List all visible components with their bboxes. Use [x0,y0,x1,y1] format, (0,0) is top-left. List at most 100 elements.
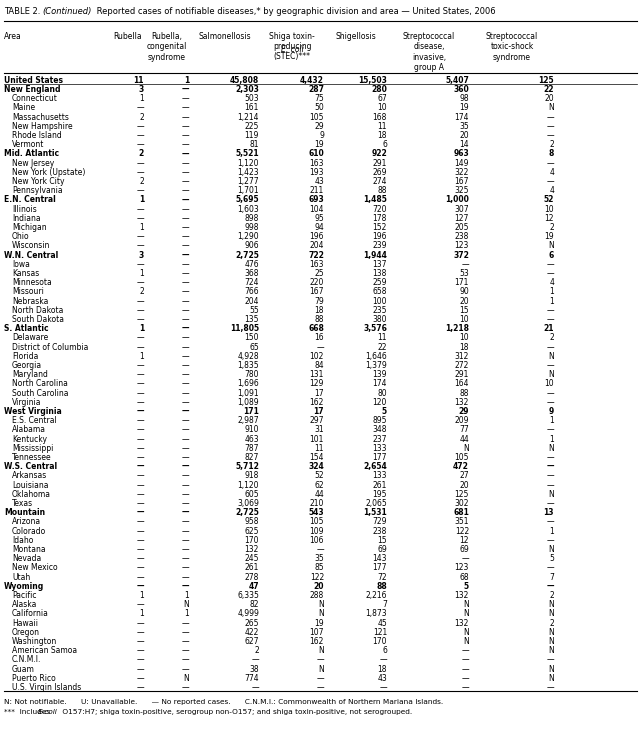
Text: —: — [137,241,144,250]
Text: —: — [317,545,324,554]
Text: United States: United States [4,76,63,85]
Text: 610: 610 [308,149,324,158]
Text: 261: 261 [372,481,387,489]
Text: 1: 1 [138,325,144,333]
Text: —: — [546,564,554,573]
Text: 10: 10 [460,333,469,342]
Text: 2,725: 2,725 [235,509,259,517]
Text: 204: 204 [244,297,259,305]
Text: Rhode Island: Rhode Island [12,131,62,140]
Text: 963: 963 [453,149,469,158]
Text: 19: 19 [314,141,324,149]
Text: 312: 312 [454,352,469,361]
Text: Georgia: Georgia [12,361,42,370]
Text: Utah: Utah [12,573,30,581]
Text: 280: 280 [371,85,387,94]
Text: 123: 123 [454,241,469,250]
Text: 15,503: 15,503 [358,76,387,85]
Text: 998: 998 [244,223,259,232]
Text: —: — [546,398,554,407]
Text: 11: 11 [133,76,144,85]
Text: N: N [548,609,554,618]
Text: —: — [137,674,144,683]
Text: —: — [181,141,189,149]
Text: 1,379: 1,379 [365,361,387,370]
Text: Guam: Guam [12,665,35,673]
Text: —: — [181,131,189,140]
Text: —: — [181,177,189,186]
Text: 105: 105 [310,517,324,526]
Text: 658: 658 [372,288,387,297]
Text: 122: 122 [454,527,469,536]
Text: 605: 605 [244,490,259,499]
Text: —: — [137,601,144,609]
Text: 2,654: 2,654 [363,462,387,471]
Text: 21: 21 [544,325,554,333]
Text: 2,303: 2,303 [235,85,259,94]
Text: 52: 52 [314,472,324,481]
Text: 307: 307 [454,205,469,213]
Text: C.N.M.I.: C.N.M.I. [12,656,42,665]
Text: —: — [181,517,189,526]
Text: —: — [546,122,554,131]
Text: 205: 205 [454,223,469,232]
Text: —: — [181,251,189,260]
Text: New York (Upstate): New York (Upstate) [12,168,85,177]
Text: 29: 29 [458,407,469,416]
Text: —: — [181,315,189,324]
Text: —: — [181,168,189,177]
Text: 43: 43 [314,177,324,186]
Text: Illinois: Illinois [12,205,37,213]
Text: N: N [463,628,469,637]
Text: Arizona: Arizona [12,517,41,526]
Text: —: — [181,333,189,342]
Text: —: — [462,260,469,269]
Text: N: N [183,601,189,609]
Text: 543: 543 [308,509,324,517]
Text: 171: 171 [454,278,469,287]
Text: 238: 238 [454,233,469,241]
Text: —: — [181,619,189,628]
Text: N: N [548,370,554,379]
Text: 98: 98 [460,94,469,103]
Text: 11: 11 [378,122,387,131]
Text: 1,214: 1,214 [238,113,259,121]
Text: 1: 1 [184,591,189,600]
Text: —: — [181,490,189,499]
Text: 729: 729 [372,517,387,526]
Text: 287: 287 [308,85,324,94]
Text: 88: 88 [315,315,324,324]
Text: 170: 170 [244,536,259,545]
Text: —: — [181,325,189,333]
Text: —: — [181,380,189,389]
Text: 125: 125 [454,490,469,499]
Text: 958: 958 [244,517,259,526]
Text: 137: 137 [372,260,387,269]
Text: 138: 138 [372,269,387,278]
Text: 90: 90 [459,288,469,297]
Text: New Hampshire: New Hampshire [12,122,72,131]
Text: 11: 11 [378,333,387,342]
Text: —: — [137,159,144,168]
Text: 106: 106 [310,536,324,545]
Text: —: — [546,683,554,692]
Text: —: — [181,370,189,379]
Text: 2: 2 [549,141,554,149]
Text: 2: 2 [549,223,554,232]
Text: 196: 196 [372,233,387,241]
Text: 80: 80 [378,389,387,397]
Text: 1,277: 1,277 [237,177,259,186]
Text: —: — [137,453,144,462]
Text: 31: 31 [314,425,324,434]
Text: 1: 1 [138,196,144,205]
Text: 18: 18 [460,343,469,352]
Text: 239: 239 [372,241,387,250]
Text: N: N [548,444,554,453]
Text: —: — [137,389,144,397]
Text: Reported cases of notifiable diseases,* by geographic division and area — United: Reported cases of notifiable diseases,* … [94,7,495,16]
Text: —: — [546,269,554,278]
Text: O157:H7; shiga toxin-positive, serogroup non-O157; and shiga toxin-positive, not: O157:H7; shiga toxin-positive, serogroup… [60,709,412,715]
Text: —: — [181,113,189,121]
Text: —: — [546,306,554,315]
Text: Alabama: Alabama [12,425,46,434]
